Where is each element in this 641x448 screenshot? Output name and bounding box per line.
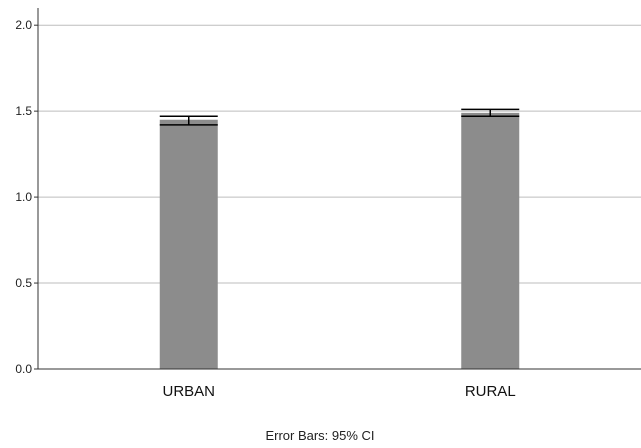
y-tick-label: 0.0 [15,362,32,376]
bar-urban [159,119,218,369]
y-tick-label: 2.0 [15,18,32,32]
x-axis-labels: URBAN RURAL [162,383,515,400]
x-tick-label: URBAN [162,383,215,400]
y-tick-label: 1.0 [15,190,32,204]
error-bars-footnote: Error Bars: 95% CI [265,428,374,443]
x-tick-label: RURAL [465,383,516,400]
error-bars [159,108,520,126]
axes [37,8,641,370]
bar-rural [461,112,520,369]
y-axis-ticks: 0.0 0.5 1.0 1.5 2.0 [15,18,38,376]
y-tick-label: 0.5 [15,276,32,290]
bars [159,112,520,369]
gridlines [38,24,641,284]
y-tick-label: 1.5 [15,104,32,118]
